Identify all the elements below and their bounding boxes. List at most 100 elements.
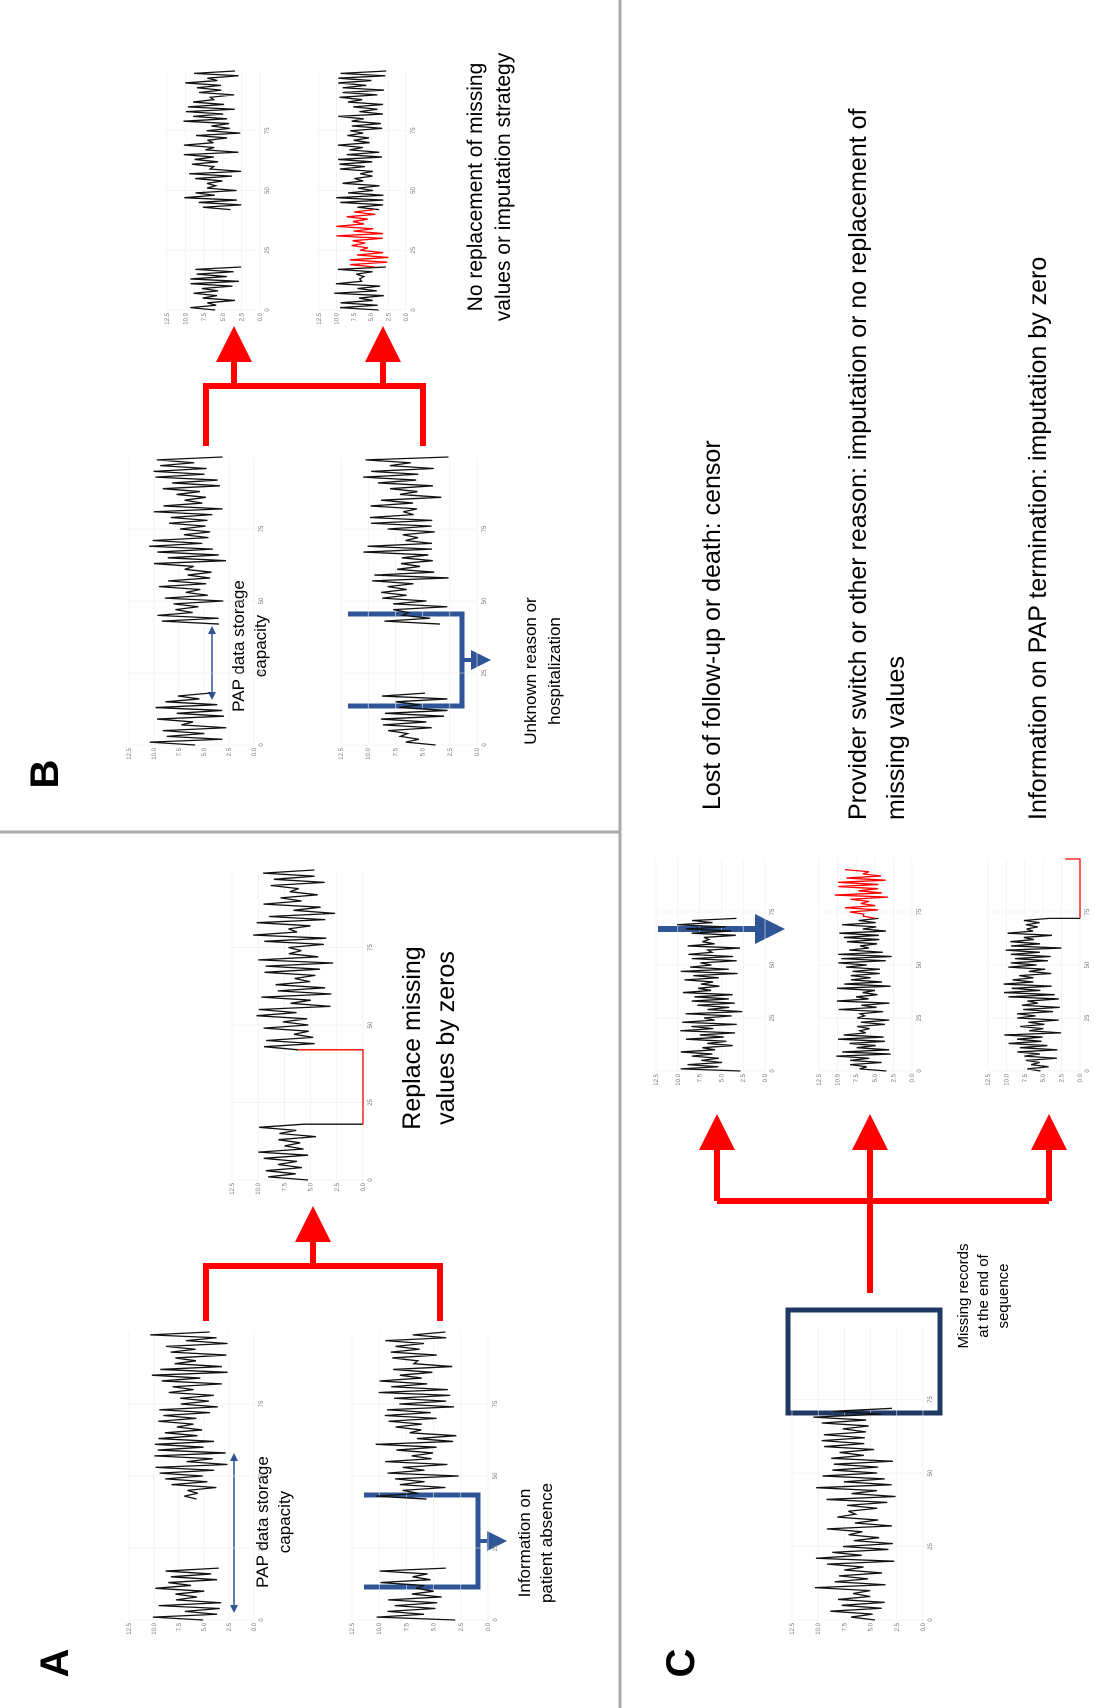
x-tick-label: 75 (259, 1400, 265, 1407)
mini-chart: 12.5 10.0 7.5 5.0 2.5 0.00 25 50 75 (127, 1331, 265, 1635)
trace (183, 70, 242, 211)
y-tick-label: 12.5 (230, 1182, 236, 1194)
mini-chart: 12.5 10.0 7.5 5.0 2.5 0.00 25 50 75 (339, 456, 488, 760)
mini-chart: 12.5 10.0 7.5 5.0 2.5 0.00 25 50 75 (350, 1331, 499, 1635)
x-tick-label: 50 (259, 597, 265, 604)
y-tick-label: 5.0 (369, 312, 375, 321)
y-tick-label: 12.5 (817, 1073, 823, 1085)
trace (149, 456, 227, 625)
x-tick-label: 75 (259, 525, 265, 532)
mini-chart: 12.5 10.0 7.5 5.0 2.5 0.00 25 50 75 (986, 858, 1091, 1086)
x-tick-label: 0 (411, 308, 417, 312)
x-tick-label: 50 (482, 597, 488, 604)
x-tick-label: 50 (368, 1021, 374, 1028)
trace (258, 1123, 317, 1181)
x-tick-label: 75 (482, 525, 488, 532)
trace (834, 868, 889, 920)
note: hospitalization (545, 617, 564, 725)
note: PAP data storage (229, 580, 248, 712)
y-tick-label: 7.5 (842, 1622, 848, 1631)
y-tick-label: 7.5 (1023, 1073, 1029, 1082)
trace (336, 70, 387, 211)
y-tick-label: 2.5 (1060, 1073, 1066, 1082)
trace (363, 456, 449, 625)
y-tick-label: 10.0 (366, 747, 372, 759)
trace (149, 692, 227, 746)
note: Missing records (955, 1243, 972, 1348)
y-tick-label: 0.0 (921, 1622, 927, 1631)
x-tick-label: 75 (265, 127, 271, 134)
y-tick-label: 0.0 (1078, 1073, 1084, 1082)
y-tick-label: 5.0 (873, 1073, 879, 1082)
x-tick-label: 0 (482, 743, 488, 747)
x-tick-label: 75 (493, 1400, 499, 1407)
trace (1065, 858, 1081, 919)
y-tick-label: 10.0 (676, 1073, 682, 1085)
note: sequence (995, 1263, 1012, 1328)
y-tick-label: 12.5 (790, 1622, 796, 1634)
x-tick-label: 25 (265, 246, 271, 253)
y-tick-label: 7.5 (177, 1622, 183, 1631)
y-tick-label: 2.5 (895, 1622, 901, 1631)
trace (336, 208, 389, 268)
y-tick-label: 2.5 (227, 747, 233, 756)
missing-box (785, 1307, 943, 1416)
y-tick-label: 2.5 (239, 312, 245, 321)
y-tick-label: 5.0 (309, 1182, 315, 1191)
y-tick-label: 5.0 (421, 747, 427, 756)
y-tick-label: 5.0 (202, 747, 208, 756)
y-tick-label: 0.0 (252, 747, 258, 756)
result-text: No replacement of missing (464, 63, 487, 312)
x-tick-label: 75 (770, 908, 776, 915)
y-tick-label: 2.5 (448, 747, 454, 756)
note: PAP data storage (253, 1456, 272, 1588)
y-tick-label: 7.5 (352, 312, 358, 321)
y-tick-label: 5.0 (221, 312, 227, 321)
x-tick-label: 0 (770, 1069, 776, 1073)
y-tick-label: 5.0 (869, 1622, 875, 1631)
y-tick-label: 12.5 (165, 312, 171, 324)
y-tick-label: 0.0 (404, 312, 410, 321)
y-tick-label: 2.5 (387, 312, 393, 321)
trace (836, 917, 892, 1072)
y-tick-label: 12.5 (339, 747, 345, 759)
x-tick-label: 50 (259, 1472, 265, 1479)
mini-chart: 12.5 10.0 7.5 5.0 2.5 0.00 25 50 75 (127, 456, 265, 760)
y-tick-label: 10.0 (152, 1622, 158, 1634)
y-tick-label: 12.5 (127, 1622, 133, 1634)
panel-label: A (33, 1649, 77, 1678)
y-tick-label: 10.0 (152, 747, 158, 759)
x-tick-label: 0 (265, 308, 271, 312)
note: Information on (515, 1489, 534, 1598)
x-tick-label: 75 (411, 127, 417, 134)
trace (334, 266, 386, 311)
mini-chart: 12.5 10.0 7.5 5.0 2.5 0.00 25 50 75 (317, 70, 417, 325)
x-tick-label: 75 (917, 908, 923, 915)
y-tick-label: 10.0 (184, 312, 190, 324)
x-tick-label: 25 (917, 1014, 923, 1021)
y-tick-label: 10.0 (816, 1622, 822, 1634)
trace (190, 266, 242, 311)
x-tick-label: 0 (259, 1618, 265, 1622)
y-tick-label: 5.0 (202, 1622, 208, 1631)
x-tick-label: 25 (411, 246, 417, 253)
bracket (203, 383, 426, 446)
y-tick-label: 0.0 (361, 1182, 367, 1191)
x-tick-label: 25 (259, 1544, 265, 1551)
y-tick-label: 2.5 (335, 1182, 341, 1191)
trace (297, 1049, 364, 1125)
y-tick-label: 12.5 (350, 1622, 356, 1634)
trace (380, 692, 448, 746)
result-text: values or imputation strategy (492, 52, 515, 321)
bracket (203, 1263, 443, 1321)
note: Unknown reason or (521, 597, 540, 745)
trace (677, 917, 743, 1072)
x-tick-label: 75 (1085, 908, 1091, 915)
x-tick-label: 25 (770, 1014, 776, 1021)
y-tick-label: 7.5 (282, 1182, 288, 1191)
y-tick-label: 10.0 (334, 312, 340, 324)
trace (253, 869, 336, 1051)
x-tick-label: 50 (928, 1469, 934, 1476)
panel-label: C (659, 1649, 703, 1678)
